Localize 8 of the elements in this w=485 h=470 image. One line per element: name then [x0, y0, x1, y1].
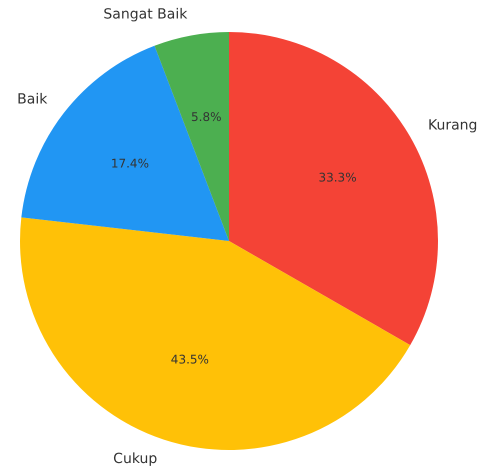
slice-label: Sangat Baik — [103, 6, 188, 23]
data-label: 33.3% — [318, 170, 357, 184]
slice-label: Cukup — [113, 451, 158, 468]
data-label: 5.8% — [191, 110, 222, 124]
data-label: 17.4% — [110, 156, 149, 170]
data-label: 43.5% — [170, 352, 209, 366]
slice-label: Baik — [17, 92, 48, 108]
slice-label: Kurang — [428, 117, 478, 134]
